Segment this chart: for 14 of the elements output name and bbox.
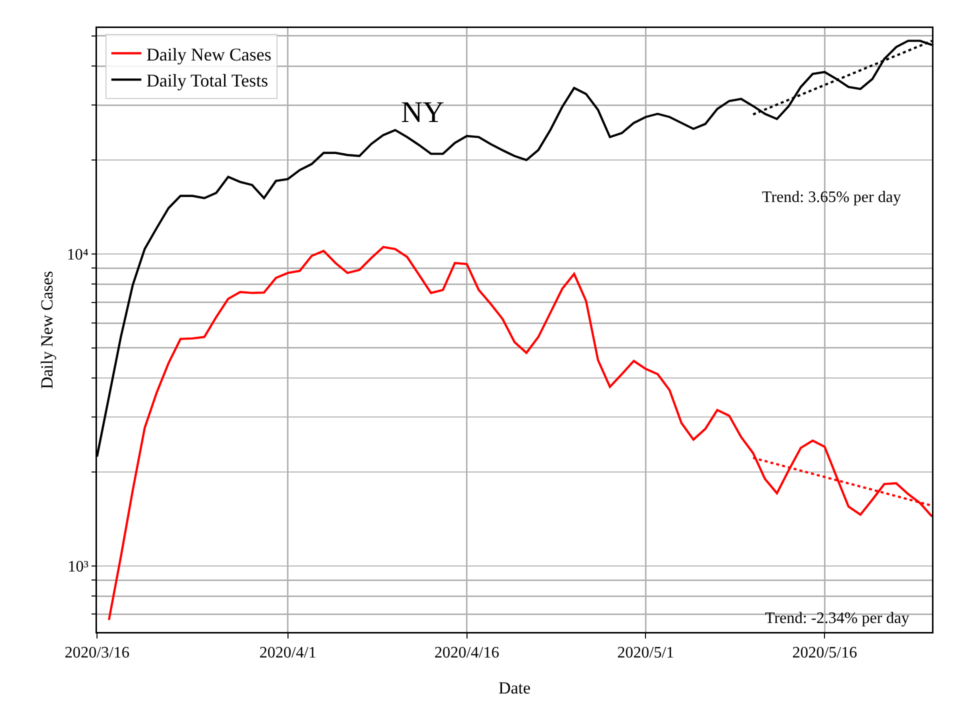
annotation: Trend: -2.34% per day: [765, 610, 910, 627]
x-tick-label: 2020/5/1: [617, 644, 674, 662]
legend-label: Daily New Cases: [146, 44, 272, 64]
x-tick-label: 2020/4/1: [259, 644, 316, 662]
x-axis-title: Date: [498, 678, 531, 698]
x-tick-label: 2020/3/16: [64, 644, 130, 662]
annotation: Trend: 3.65% per day: [762, 189, 901, 206]
y-tick-label: 10³: [68, 558, 89, 576]
y-axis-title: Daily New Cases: [38, 270, 57, 390]
x-tick-label: 2020/4/16: [434, 644, 500, 662]
legend-label: Daily Total Tests: [146, 70, 268, 91]
x-tick-label: 2020/5/16: [792, 644, 858, 662]
y-tick-label: 10⁴: [66, 246, 89, 264]
annotation: NY: [401, 96, 444, 129]
